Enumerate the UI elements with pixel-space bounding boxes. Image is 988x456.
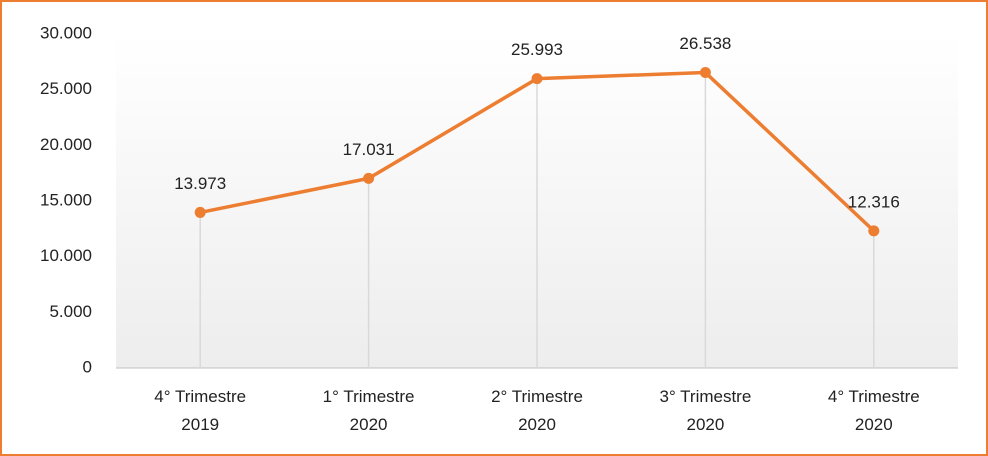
x-tick-label-line: 2020 [686,415,724,434]
data-label: 13.973 [174,174,226,193]
data-point [868,225,880,237]
data-point [363,172,375,184]
x-tick-label-line: 3° Trimestre [659,387,751,406]
data-label: 26.538 [679,34,731,53]
y-tick-label: 15.000 [40,190,92,209]
y-tick-label: 0 [83,357,92,376]
y-tick-label: 20.000 [40,135,92,154]
data-label: 25.993 [511,40,563,59]
y-tick-label: 25.000 [40,79,92,98]
x-tick-label: 3° Trimestre 2020 [659,387,751,434]
x-tick-label: 1° Trimestre 2020 [323,387,415,434]
data-point [194,206,206,218]
x-tick-label-line: 2020 [855,415,893,434]
data-point [531,73,543,85]
data-label: 12.316 [848,192,900,211]
x-tick-label-line: 1° Trimestre [323,387,415,406]
y-tick-label: 10.000 [40,246,92,265]
x-tick-label-line: 4° Trimestre [828,387,920,406]
x-tick-label-line: 2020 [350,415,388,434]
x-tick-label-line: 4° Trimestre [154,387,246,406]
x-tick-label-line: 2019 [181,415,219,434]
data-label: 17.031 [343,140,395,159]
y-tick-label: 30.000 [40,23,92,42]
x-tick-label: 4° Trimestre 2019 [154,387,246,434]
x-tick-label: 2° Trimestre 2020 [491,387,583,434]
y-tick-label: 5.000 [49,302,92,321]
x-tick-label-line: 2020 [518,415,556,434]
x-tick-label-line: 2° Trimestre [491,387,583,406]
x-tick-label: 4° Trimestre 2020 [828,387,920,434]
data-point [699,67,711,79]
